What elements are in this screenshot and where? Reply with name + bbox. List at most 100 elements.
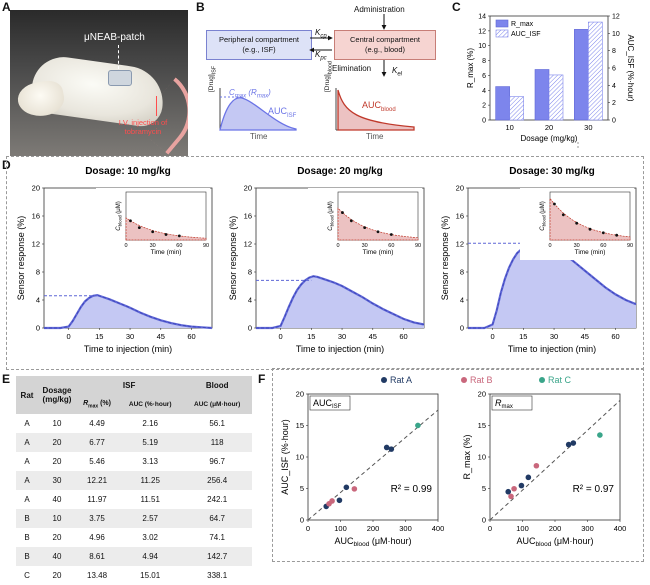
- f-point-rat-a: [343, 484, 350, 491]
- f-xtick-label: 200: [549, 524, 562, 533]
- blood-time-label: Time: [366, 132, 384, 141]
- cell-rat: A: [16, 414, 38, 433]
- d-ytick-label: 20: [456, 184, 464, 193]
- inset-point: [341, 211, 344, 214]
- cell-dosage: 40: [38, 490, 76, 509]
- inset-point: [129, 219, 132, 223]
- d-fit-line: [256, 275, 425, 329]
- bar-rmax: [534, 69, 550, 121]
- c-ytick-label: 10: [478, 43, 486, 50]
- inset-ylabel: Cblood (μM): [540, 201, 547, 230]
- panel-letter-c: C: [452, 0, 461, 14]
- cell-dosage: 40: [38, 547, 76, 566]
- f-ylabel: AUC_ISF (%·hour): [280, 419, 290, 495]
- f-point-rat-b: [351, 486, 358, 492]
- d-ytick-label: 4: [36, 296, 40, 305]
- d-ytick-label: 20: [32, 184, 40, 193]
- header-isf: ISF: [76, 376, 183, 395]
- f-ytick-label: 5: [482, 484, 486, 493]
- d-title: Dosage: 20 mg/kg: [297, 166, 383, 177]
- inset-point: [389, 233, 393, 236]
- d-ytick-label: 4: [460, 296, 464, 305]
- data-table: Rat Dosage (mg/kg) ISF Blood Rmax (%) AUC…: [16, 376, 252, 585]
- c-y2tick-label: 6: [612, 66, 616, 73]
- d-ylabel: Sensor response (%): [228, 216, 238, 301]
- d-ytick-label: 0: [248, 324, 252, 333]
- d-xtick-label: 0: [66, 332, 70, 341]
- panel-f-frame: [272, 368, 644, 562]
- elimination-label: Elimination: [332, 64, 372, 73]
- f-point-rat-c: [415, 422, 421, 429]
- d-xtick-label: 45: [369, 332, 377, 341]
- d-fit-line: [44, 294, 213, 329]
- f-xtick-label: 0: [488, 524, 492, 533]
- inset-area: [125, 217, 207, 241]
- d-fit-line: [468, 242, 637, 329]
- c-ytick-label: 2: [482, 103, 486, 110]
- table-row: A 40 11.97 11.51 242.1: [16, 490, 252, 509]
- f-ytick-label: 20: [478, 390, 486, 399]
- inset-xtick-label: 0: [548, 243, 551, 249]
- d-xtick-label: 45: [157, 332, 165, 341]
- table-row: A 20 5.46 3.13 96.7: [16, 452, 252, 471]
- f-point-rat-b: [533, 462, 540, 469]
- legend-label-rmax: R_max: [511, 21, 534, 28]
- cell-rmax: 11.97: [76, 490, 119, 509]
- f-point-rat-a: [388, 446, 395, 452]
- legend-swatch-rmax: [495, 19, 509, 28]
- cell-auc-isf: 4.94: [118, 547, 183, 566]
- cell-auc-isf: 2.57: [118, 509, 183, 528]
- cell-auc-blood: 118: [182, 433, 252, 452]
- d-xtick-label: 60: [187, 332, 195, 341]
- c-ytick-label: 14: [478, 14, 486, 21]
- cell-auc-blood: 256.4: [182, 471, 252, 490]
- patch-pointer: [118, 45, 119, 69]
- cell-rmax: 4.96: [76, 528, 119, 547]
- c-ylabel: R_max (%): [466, 48, 475, 88]
- cell-dosage: 20: [38, 452, 76, 471]
- inset-xlabel: Time (min): [363, 249, 394, 256]
- table-row: B 20 4.96 3.02 74.1: [16, 528, 252, 547]
- cell-auc-isf: 3.02: [118, 528, 183, 547]
- d-ytick-label: 16: [244, 212, 252, 221]
- d-xtick-label: 60: [399, 332, 407, 341]
- bar-rmax: [495, 86, 510, 121]
- cell-auc-isf: 5.19: [118, 433, 183, 452]
- legend-dot-rat-b: [461, 377, 467, 383]
- bar-rmax: [574, 29, 589, 121]
- d-ytick-label: 20: [244, 184, 252, 193]
- f-point-rat-a: [565, 441, 572, 448]
- f-ytick-label: 0: [482, 516, 486, 525]
- inset-xlabel: Time (min): [575, 249, 606, 256]
- c-ytick-label: 6: [482, 73, 486, 80]
- peripheral-compartment: Peripheral compartment (e.g., ISF): [206, 30, 312, 60]
- c-y2tick-label: 12: [612, 14, 620, 21]
- d-ytick-label: 0: [460, 324, 464, 333]
- cell-dosage: 30: [38, 471, 76, 490]
- header-dosage: Dosage (mg/kg): [38, 376, 76, 414]
- d-xtick-label: 15: [307, 332, 315, 341]
- f-xtick-label: 100: [516, 524, 529, 533]
- central-compartment: Central compartment (e.g., blood): [334, 30, 436, 60]
- blood-curve: [337, 89, 415, 131]
- panel-letter-a: A: [2, 0, 11, 14]
- d-xtick-label: 15: [519, 332, 527, 341]
- inset-xtick-label: 60: [600, 243, 606, 249]
- c-y2tick-label: 0: [612, 118, 616, 125]
- d-ytick-label: 8: [460, 268, 464, 277]
- d-ytick-label: 12: [456, 240, 464, 249]
- f-point-rat-a: [336, 497, 343, 504]
- cell-rmax: 3.75: [76, 509, 119, 528]
- f-point-rat-a: [383, 444, 390, 451]
- header-rat: Rat: [16, 376, 38, 414]
- cell-rat: A: [16, 471, 38, 490]
- d-ytick-label: 8: [36, 268, 40, 277]
- cell-rmax: 5.46: [76, 452, 119, 471]
- inset-xtick-label: 60: [176, 243, 182, 249]
- legend-dot-rat-c: [539, 377, 545, 383]
- legend-label-rat-b: Rat B: [470, 375, 493, 385]
- central-title: Central compartment: [349, 35, 421, 44]
- cell-rat: B: [16, 509, 38, 528]
- d-ytick-label: 16: [456, 212, 464, 221]
